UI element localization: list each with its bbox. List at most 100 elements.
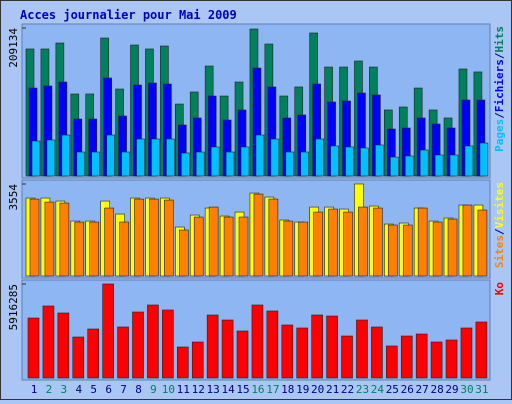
y-tick-label: 3554 xyxy=(7,184,20,211)
bar xyxy=(434,154,444,177)
bar xyxy=(255,134,265,177)
bar xyxy=(162,309,174,379)
bar xyxy=(341,335,353,379)
legend-entry: Sites xyxy=(493,235,506,268)
bar xyxy=(31,140,41,177)
bar xyxy=(193,216,204,277)
chart-title: Acces journalier pour Mai 2009 xyxy=(20,8,237,22)
x-tick-label: 31 xyxy=(475,383,488,396)
bar xyxy=(151,138,160,177)
bar xyxy=(345,146,354,177)
x-tick-label: 8 xyxy=(135,383,142,396)
x-tick-label: 1 xyxy=(31,383,38,396)
x-tick-label: 23 xyxy=(356,383,369,396)
bar xyxy=(44,201,55,277)
x-tick-label: 13 xyxy=(207,383,220,396)
bar xyxy=(104,207,114,277)
bar xyxy=(281,324,294,379)
bar xyxy=(445,339,458,379)
x-tick-label: 5 xyxy=(90,383,97,396)
bar xyxy=(225,151,235,177)
bar xyxy=(208,206,219,277)
x-tick-label: 4 xyxy=(75,383,82,396)
x-tick-label: 21 xyxy=(326,383,339,396)
x-tick-label: 25 xyxy=(386,383,399,396)
bar xyxy=(238,216,249,277)
bar xyxy=(268,198,279,277)
bar xyxy=(179,229,189,277)
bar xyxy=(400,335,413,379)
bar xyxy=(147,304,159,379)
bar xyxy=(447,218,458,277)
legend-entry: Pages xyxy=(493,119,506,152)
bar xyxy=(134,198,144,277)
bar xyxy=(479,142,489,177)
bar xyxy=(149,198,159,277)
x-tick-label: 30 xyxy=(460,383,473,396)
bar xyxy=(462,204,473,277)
bar xyxy=(42,305,55,379)
bar xyxy=(358,206,368,277)
bar xyxy=(206,314,219,379)
bar xyxy=(136,138,145,177)
x-tick-label: 19 xyxy=(296,383,309,396)
bar xyxy=(298,221,309,277)
x-tick-label: 9 xyxy=(150,383,157,396)
x-tick-label: 17 xyxy=(266,383,279,396)
bar xyxy=(89,221,100,277)
bar xyxy=(191,341,204,379)
bar xyxy=(464,145,474,177)
bar xyxy=(360,147,369,177)
x-tick-label: 14 xyxy=(221,383,235,396)
bar xyxy=(221,319,234,379)
x-tick-label: 20 xyxy=(311,383,324,396)
x-tick-label: 29 xyxy=(445,383,458,396)
bar xyxy=(330,145,339,177)
x-tick-label: 18 xyxy=(281,383,294,396)
bar xyxy=(283,220,294,277)
bar xyxy=(166,138,175,177)
bar xyxy=(253,193,264,277)
bar xyxy=(87,328,100,379)
x-tick-label: 2 xyxy=(46,383,53,396)
y-tick-label: 209134 xyxy=(7,28,20,68)
bar xyxy=(251,304,264,379)
bar xyxy=(371,326,383,379)
x-tick-label: 10 xyxy=(162,383,175,396)
bar xyxy=(72,336,85,379)
bar xyxy=(315,138,324,177)
bar xyxy=(300,151,310,177)
bar xyxy=(91,151,101,177)
bar xyxy=(76,151,86,177)
x-tick-label: 3 xyxy=(61,383,68,396)
bar xyxy=(404,155,414,177)
bar xyxy=(240,146,250,177)
bar xyxy=(311,314,323,379)
bar xyxy=(181,152,190,177)
bar xyxy=(328,208,338,277)
bar xyxy=(266,310,279,379)
x-tick-label: 28 xyxy=(430,383,443,396)
bar xyxy=(285,151,295,177)
bar xyxy=(313,211,323,277)
bar xyxy=(419,149,429,177)
bar xyxy=(27,317,40,379)
x-tick-label: 7 xyxy=(120,383,127,396)
legend-separator: / xyxy=(493,228,506,235)
legend-separator: / xyxy=(493,52,506,59)
x-tick-label: 11 xyxy=(177,383,190,396)
x-tick-label: 27 xyxy=(416,383,429,396)
x-tick-label: 6 xyxy=(105,383,112,396)
bar xyxy=(477,209,488,277)
bar xyxy=(210,146,220,177)
x-tick-label: 12 xyxy=(192,383,205,396)
bar xyxy=(356,319,368,379)
x-tick-label: 24 xyxy=(371,383,385,396)
bar xyxy=(296,327,309,379)
legend-entry: Hits xyxy=(493,26,506,53)
bar xyxy=(29,198,40,277)
x-tick-label: 26 xyxy=(401,383,414,396)
bar xyxy=(475,321,488,379)
